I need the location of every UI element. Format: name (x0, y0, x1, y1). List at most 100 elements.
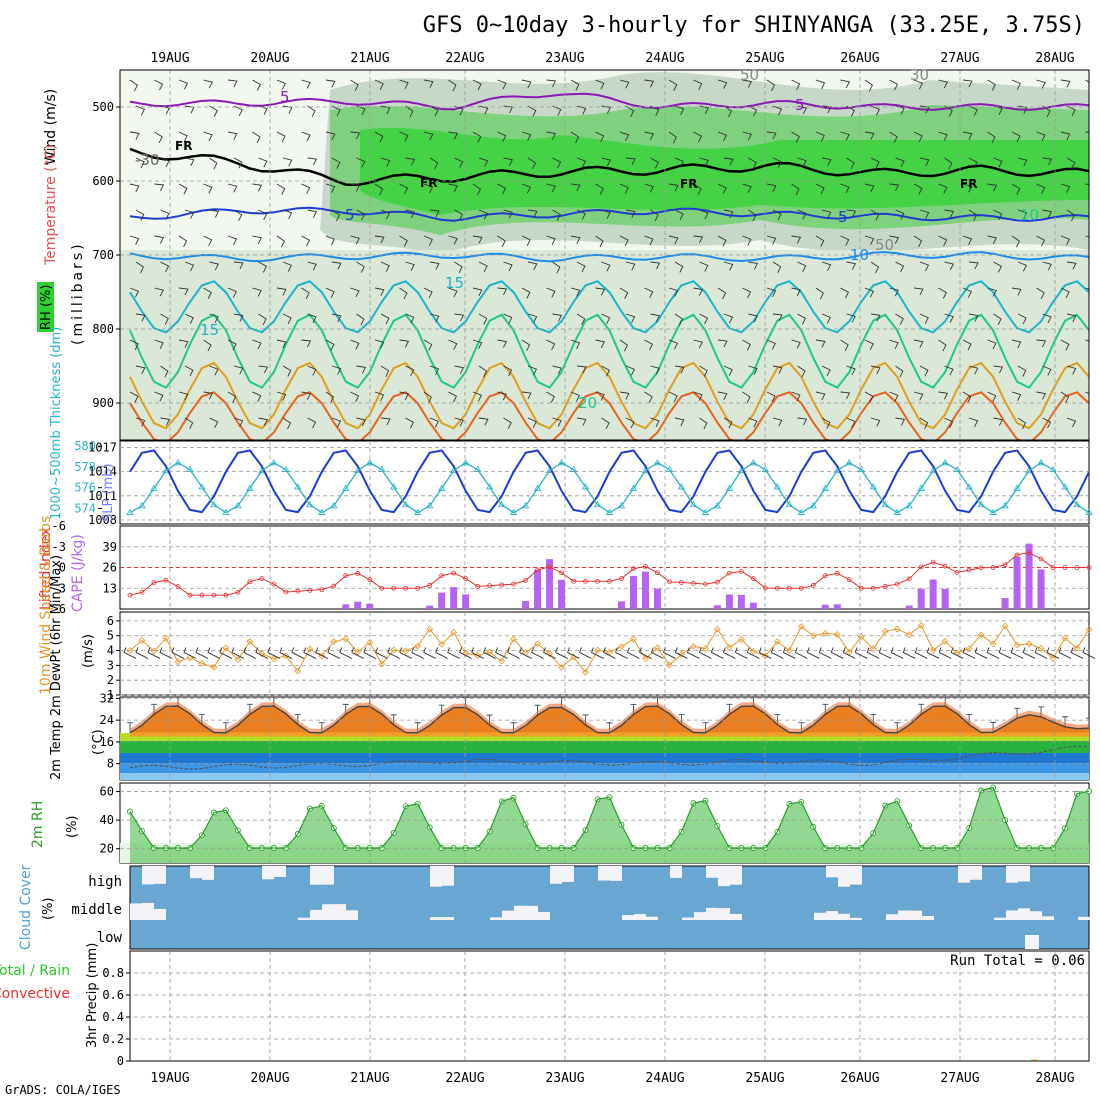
wind-barb (770, 647, 784, 659)
tick-label: 6 (107, 614, 114, 628)
upper-barb (1017, 261, 1027, 272)
upper-barb (454, 209, 463, 221)
upper-barb (405, 209, 415, 219)
upper-barb (448, 79, 457, 92)
precip-bar-conv (1032, 1060, 1037, 1061)
cloud-gap-high (322, 866, 334, 885)
upper-barb (552, 417, 562, 427)
cape-panel: 13 26 39 -6 -3 0 3 6 Lifted Index CAPE (J/kg) (38, 519, 1092, 616)
li-tick-label: -3 (52, 540, 66, 554)
cloud-gap-high (562, 866, 574, 882)
upper-barb (307, 209, 318, 218)
upper-barb (668, 287, 679, 297)
upper-barb (331, 261, 342, 270)
upper-barb (797, 365, 806, 378)
wind-barb (938, 647, 952, 659)
upper-barb (938, 131, 948, 141)
cloud-gap-middle (346, 910, 358, 920)
thickness-point (629, 484, 638, 491)
upper-barb (472, 391, 483, 402)
upper-barb (595, 79, 605, 90)
isotherm-15 (129, 280, 1089, 334)
upper-barb (1017, 209, 1028, 219)
upper-barb (870, 157, 880, 169)
wind-barb (327, 647, 340, 659)
upper-barb (1085, 183, 1089, 186)
precip-run-total: Run Total = 0.06 (950, 953, 1085, 969)
upper-barb (742, 391, 751, 404)
top-date-label: 19AUG (150, 51, 189, 66)
upper-barb (913, 391, 924, 401)
wind-barb (183, 647, 197, 659)
upper-barb (203, 339, 212, 352)
cloud-gap-middle (886, 914, 898, 920)
upper-barb (742, 131, 752, 141)
upper-barb (356, 157, 366, 168)
isotherm-line (129, 92, 1089, 111)
upper-barb (987, 391, 997, 402)
wind-barb (1046, 647, 1060, 659)
upper-barb (1011, 339, 1022, 349)
wind-barb (555, 647, 568, 659)
cloud-gap-middle (910, 910, 922, 920)
upper-barb (576, 365, 587, 374)
upper-barb (331, 313, 342, 323)
upper-barb (331, 105, 341, 117)
li-point (367, 577, 373, 583)
upper-barb (1092, 210, 1100, 220)
cape-bar (941, 588, 949, 609)
wind-barb (675, 647, 688, 659)
upper-barb (895, 209, 905, 220)
upper-barb (962, 287, 972, 298)
upper-barb (919, 417, 929, 429)
dewpoint-line (129, 745, 1089, 770)
upper-barb (331, 417, 342, 428)
upper-barb (350, 287, 360, 297)
upper-barb (258, 157, 268, 168)
cloud-gap-middle (1018, 908, 1030, 920)
upper-barb (497, 391, 507, 401)
cape-bar (450, 587, 458, 609)
wind-barb (435, 647, 448, 659)
upper-barb (993, 313, 1002, 326)
upper-barb (791, 287, 801, 297)
cloud-gap-high (826, 866, 838, 878)
upper-barb (619, 79, 630, 89)
upper-barb (252, 79, 261, 91)
upper-barb (423, 235, 433, 246)
wind-barb (926, 647, 940, 659)
upper-barb (699, 209, 709, 220)
upper-barb (889, 391, 899, 402)
thickness-point (593, 500, 602, 508)
upper-barb (1066, 417, 1077, 428)
cloud-gap-high (442, 866, 454, 886)
cloud-gap-middle (838, 913, 850, 920)
upper-barb (870, 365, 881, 375)
upper-barb (1066, 313, 1077, 323)
upper-barb (889, 79, 899, 91)
li-point (271, 581, 277, 587)
cape-bar (366, 603, 374, 609)
upper-barb (503, 261, 513, 272)
cape-bar (905, 605, 913, 609)
cloud-panel: high middle low Cloud Cover (%) (18, 864, 1090, 950)
rh-shading (120, 72, 1089, 440)
upper-barb (815, 235, 825, 247)
upper-barb (864, 183, 875, 193)
upper-barb (374, 287, 385, 296)
wind-barb (279, 647, 293, 659)
upper-barb (135, 209, 145, 221)
upper-barb (546, 183, 556, 193)
upper-barb (993, 365, 1004, 374)
upper-barb (717, 79, 728, 89)
thickness-point (330, 502, 338, 509)
upper-barb (399, 183, 409, 195)
upper-barb (742, 183, 752, 193)
wind-point (821, 629, 829, 637)
wind-barb (315, 647, 329, 659)
upper-barb (233, 105, 243, 116)
upper-barb (129, 339, 139, 351)
upper-barb (699, 365, 708, 377)
upper-barb (184, 261, 195, 272)
upper-barb (766, 391, 776, 403)
